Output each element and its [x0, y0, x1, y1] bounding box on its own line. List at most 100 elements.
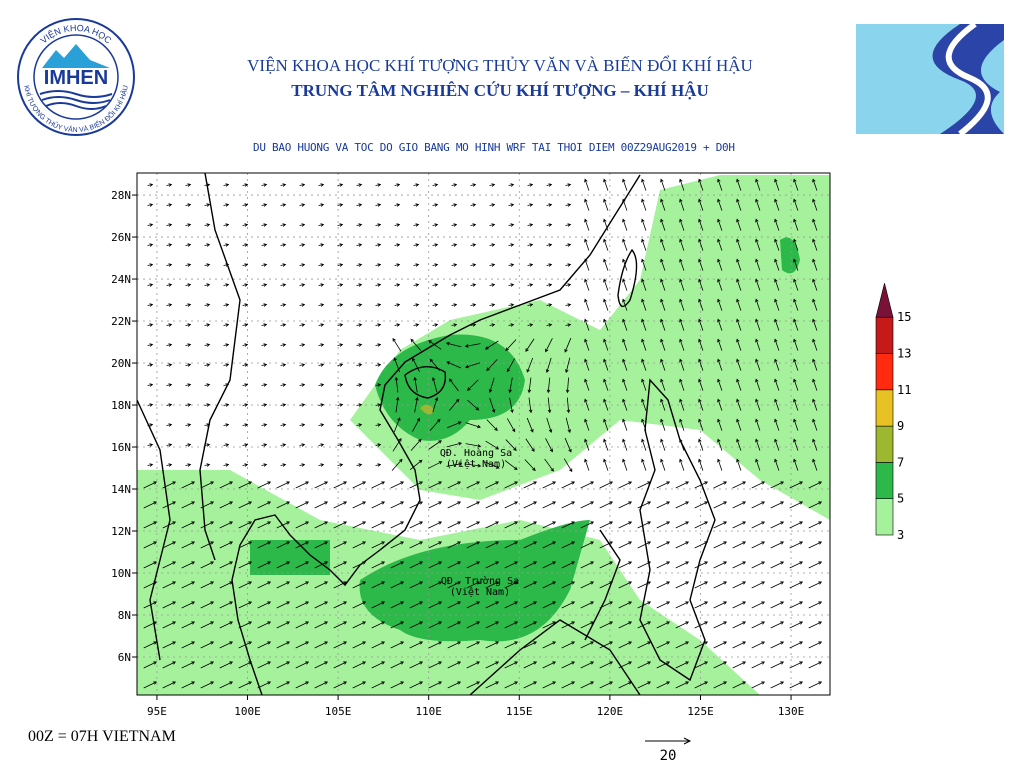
wind-arrow	[527, 203, 534, 207]
wind-arrow	[660, 278, 666, 291]
wind-arrow	[675, 561, 690, 569]
wind-arrow	[679, 238, 685, 251]
wind-arrow	[622, 258, 628, 271]
wind-arrow	[147, 363, 154, 367]
wind-arrow	[428, 541, 443, 549]
wind-arrow	[755, 218, 761, 231]
wind-arrow	[295, 481, 310, 489]
wind-arrow	[393, 357, 401, 373]
wind-arrow	[200, 501, 215, 509]
wind-arrow	[736, 458, 742, 471]
legend-label: 13	[897, 347, 911, 361]
wind-arrow	[238, 501, 253, 509]
y-tick-label: 6N	[118, 651, 131, 664]
wind-arrow	[143, 641, 158, 649]
wind-arrow	[356, 323, 363, 327]
y-tick-label: 26N	[111, 231, 131, 244]
wind-arrow	[808, 541, 823, 549]
wind-arrow	[465, 362, 481, 369]
wind-arrow	[584, 258, 590, 271]
wind-arrow	[166, 263, 173, 267]
wind-arrow	[565, 243, 572, 247]
wind-arrow	[371, 561, 386, 569]
wind-arrow	[467, 379, 479, 391]
wind-arrow	[622, 318, 628, 331]
wind-arrow	[544, 458, 554, 472]
wind-arrow	[261, 183, 268, 187]
wind-arrow	[432, 223, 439, 227]
wind-arrow	[580, 621, 595, 629]
wind-arrow	[526, 417, 534, 433]
wind-arrow	[789, 621, 804, 629]
wind-arrow	[523, 681, 538, 689]
wind-arrow	[276, 681, 291, 689]
wind-arrow	[352, 581, 367, 589]
wind-arrow	[808, 661, 823, 669]
wind-arrow	[337, 243, 344, 247]
wind-arrow	[276, 501, 291, 509]
wind-arrow	[333, 481, 348, 489]
wind-arrow	[565, 417, 571, 434]
wind-arrow	[299, 263, 306, 267]
wind-arrow	[394, 263, 401, 267]
wind-arrow	[295, 641, 310, 649]
wind-arrow	[808, 621, 823, 629]
wind-arrow	[371, 641, 386, 649]
wind-arrow	[375, 223, 382, 227]
wind-arrow	[546, 303, 553, 307]
wind-arrow	[755, 418, 761, 431]
wind-arrow	[204, 423, 211, 427]
wind-arrow	[736, 298, 742, 311]
wind-arrow	[486, 359, 498, 372]
wind-arrow	[694, 661, 709, 669]
wind-arrow	[432, 183, 439, 187]
wind-arrow	[337, 343, 344, 347]
wind-arrow	[261, 383, 268, 387]
wind-arrow	[641, 298, 647, 311]
wind-arrow	[580, 501, 595, 509]
wind-arrow	[352, 681, 367, 689]
wind-arrow	[219, 601, 234, 609]
wind-arrow	[789, 521, 804, 529]
wind-arrow	[428, 440, 442, 450]
legend-band	[875, 389, 894, 427]
wind-arrow	[603, 458, 609, 471]
wind-arrow	[755, 378, 761, 391]
wind-arrow	[751, 641, 766, 649]
wind-arrow	[238, 481, 253, 489]
logo-name: IMHEN	[44, 67, 108, 89]
wind-arrow	[185, 283, 192, 287]
wind-arrow	[451, 243, 458, 247]
wind-arrow	[185, 263, 192, 267]
wind-arrow	[489, 243, 496, 247]
wind-arrow	[395, 396, 400, 413]
wind-arrow	[314, 641, 329, 649]
wind-arrow	[447, 501, 462, 509]
wind-arrow	[390, 581, 405, 589]
wind-arrow	[261, 463, 268, 467]
wind-arrow	[755, 238, 761, 251]
wind-arrow	[713, 681, 728, 689]
wind-arrow	[280, 223, 287, 227]
wind-arrow	[276, 641, 291, 649]
wind-arrow	[698, 258, 704, 271]
wind-arrow	[390, 641, 405, 649]
wind-arrow	[447, 681, 462, 689]
wind-arrow	[242, 323, 249, 327]
wind-arrow	[713, 661, 728, 669]
wind-arrow	[166, 343, 173, 347]
wind-arrow	[751, 661, 766, 669]
wind-arrow	[238, 661, 253, 669]
wind-arrow	[147, 443, 154, 447]
wind-arrow	[545, 338, 553, 353]
wind-arrow	[637, 541, 652, 549]
wind-arrow	[356, 383, 363, 387]
wind-arrow	[812, 458, 818, 471]
wind-arrow	[812, 338, 818, 351]
wind-arrow	[356, 223, 363, 227]
wind-arrow	[392, 337, 402, 352]
wind-arrow	[717, 338, 723, 351]
wind-arrow	[200, 521, 215, 529]
wind-arrow	[504, 601, 519, 609]
wind-arrow	[545, 438, 553, 453]
